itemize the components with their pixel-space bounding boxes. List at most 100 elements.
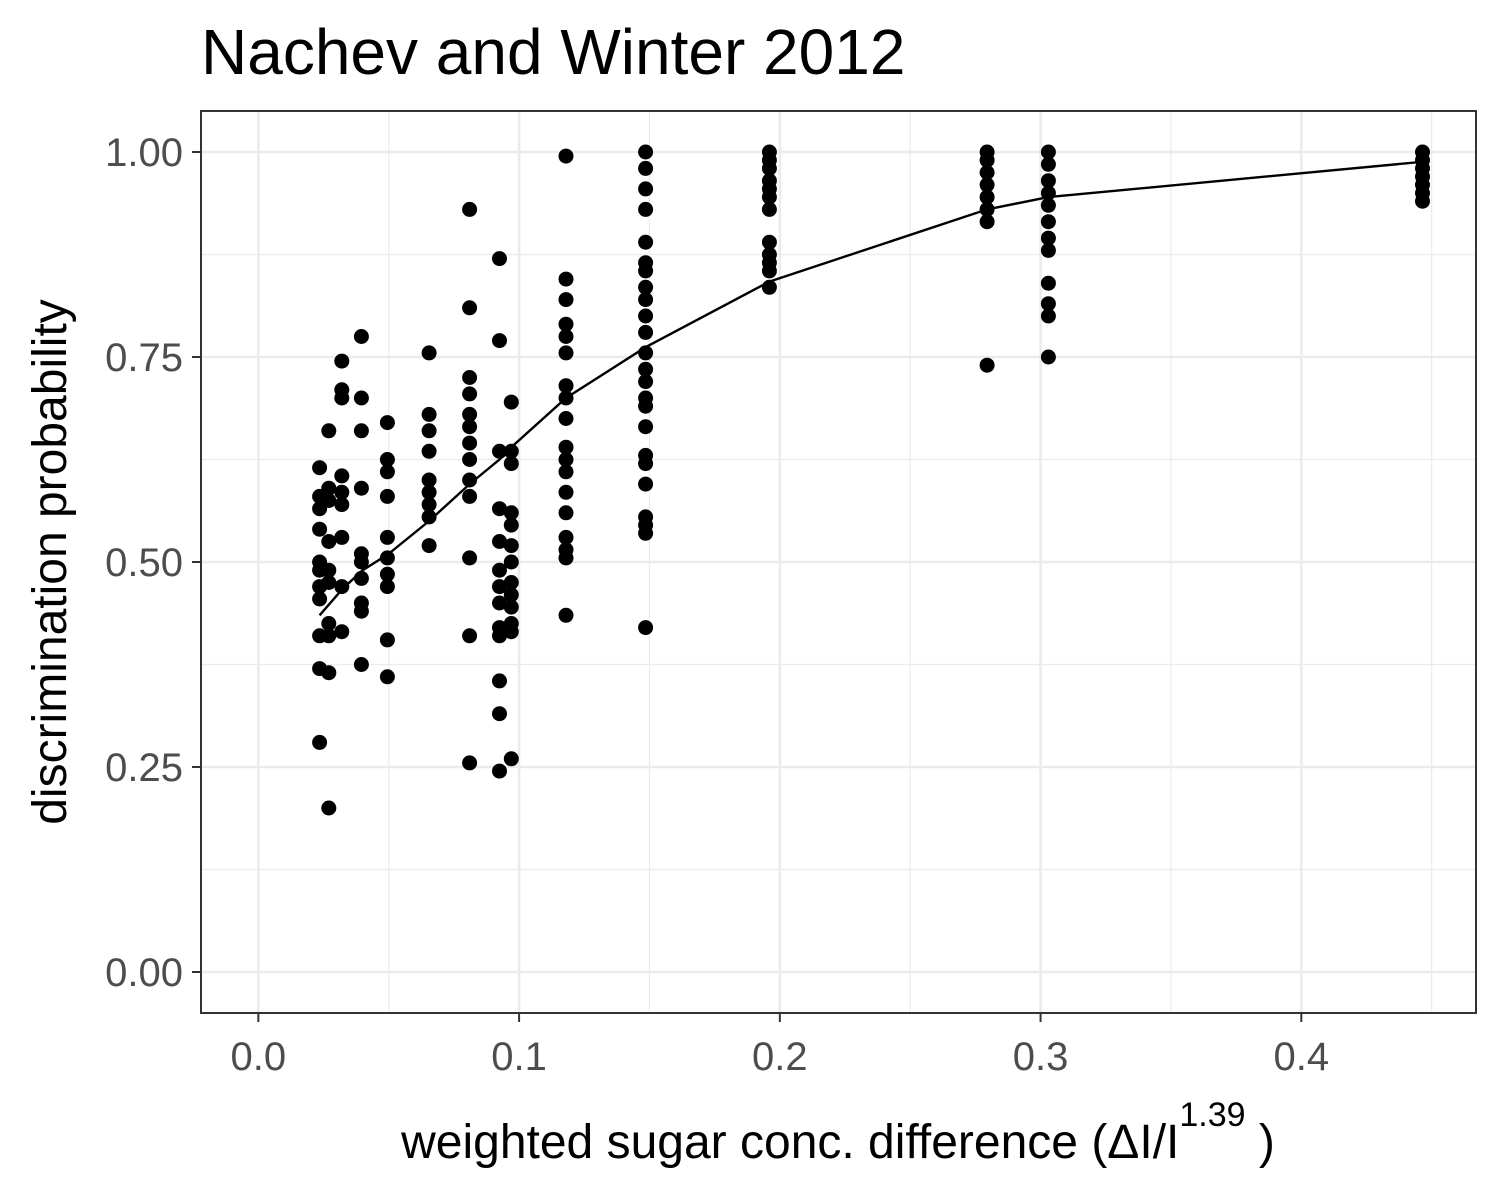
data-point: [558, 329, 574, 344]
data-point: [379, 566, 395, 582]
data-point: [638, 398, 654, 414]
data-point: [421, 406, 437, 422]
data-point: [979, 357, 995, 373]
data-point: [353, 329, 369, 344]
data-point: [558, 271, 574, 287]
data-point: [492, 763, 507, 779]
data-point: [492, 501, 507, 517]
data-point: [492, 579, 507, 595]
data-point: [421, 538, 437, 554]
data-point: [492, 706, 507, 722]
data-point: [638, 181, 654, 197]
y-tick-label: 1.00: [105, 131, 183, 175]
data-point: [558, 378, 574, 394]
data-point: [638, 620, 654, 636]
x-axis-title: weighted sugar conc. difference (ΔI/I1.3…: [400, 1096, 1275, 1169]
data-point: [979, 214, 995, 230]
data-point: [558, 390, 574, 406]
data-point: [334, 390, 350, 406]
data-point: [462, 406, 478, 422]
data-point: [321, 423, 337, 439]
data-point: [503, 554, 519, 570]
data-point: [462, 628, 478, 644]
data-point: [638, 308, 654, 324]
data-point: [1040, 296, 1056, 312]
data-point: [462, 201, 478, 217]
data-point: [334, 579, 350, 595]
x-tick-label: 0.3: [1013, 1035, 1069, 1079]
data-point: [1040, 173, 1056, 189]
data-point: [558, 529, 574, 545]
data-point: [462, 755, 478, 771]
data-point: [638, 456, 654, 472]
data-point: [638, 279, 654, 295]
data-point: [462, 370, 478, 385]
data-point: [334, 497, 350, 513]
data-point: [492, 333, 507, 349]
data-point: [638, 144, 654, 160]
chart-title: Nachev and Winter 2012: [201, 16, 905, 88]
data-point: [979, 189, 995, 205]
data-point: [638, 361, 654, 377]
data-point: [353, 480, 369, 496]
data-point: [334, 484, 350, 500]
data-point: [334, 353, 350, 369]
y-axis-title: discrimination probability: [24, 299, 77, 825]
x-axis-title-close: ): [1246, 1116, 1275, 1169]
data-point: [558, 148, 574, 164]
data-point: [321, 616, 337, 631]
points-layer: [312, 144, 1430, 816]
data-point: [638, 476, 654, 492]
data-point: [503, 505, 519, 521]
y-tick-label: 0.75: [105, 336, 183, 380]
data-point: [462, 472, 478, 488]
data-point: [558, 607, 574, 623]
x-tick-label: 0.0: [231, 1035, 287, 1079]
data-point: [558, 484, 574, 500]
data-point: [492, 628, 507, 644]
data-point: [353, 603, 369, 619]
data-point: [379, 452, 395, 467]
data-point: [503, 538, 519, 554]
data-point: [321, 480, 337, 496]
data-point: [638, 324, 654, 340]
data-point: [761, 201, 777, 217]
fit-line: [318, 160, 1423, 617]
data-point: [1415, 193, 1430, 209]
data-point: [761, 263, 777, 279]
data-point: [421, 472, 437, 488]
x-axis-title-superscript: 1.39: [1179, 1096, 1245, 1134]
data-point: [638, 374, 654, 390]
data-point: [761, 279, 777, 295]
data-point: [638, 201, 654, 217]
data-point: [379, 669, 395, 685]
data-point: [492, 673, 507, 689]
data-point: [503, 456, 519, 472]
data-point: [1040, 349, 1056, 365]
data-point: [321, 575, 337, 590]
data-point: [979, 152, 995, 168]
data-point: [1040, 185, 1056, 201]
data-point: [503, 751, 519, 767]
data-point: [353, 554, 369, 570]
x-tick-label: 0.2: [752, 1035, 808, 1079]
y-tick-label: 0.25: [105, 746, 183, 790]
data-point: [312, 734, 328, 750]
data-point: [353, 423, 369, 439]
data-point: [379, 488, 395, 504]
data-point: [379, 464, 395, 480]
data-point: [638, 345, 654, 361]
data-point: [492, 534, 507, 549]
data-point: [492, 595, 507, 611]
data-point: [462, 386, 478, 402]
data-point: [761, 189, 777, 205]
data-point: [1040, 144, 1056, 160]
data-point: [379, 579, 395, 595]
x-axis-ticks: 0.0 0.1 0.2 0.3 0.4: [231, 1013, 1329, 1079]
data-point: [503, 394, 519, 410]
data-point: [353, 390, 369, 406]
data-point: [334, 529, 350, 545]
data-point: [503, 517, 519, 533]
major-gridlines: [201, 111, 1476, 1013]
data-point: [638, 263, 654, 279]
